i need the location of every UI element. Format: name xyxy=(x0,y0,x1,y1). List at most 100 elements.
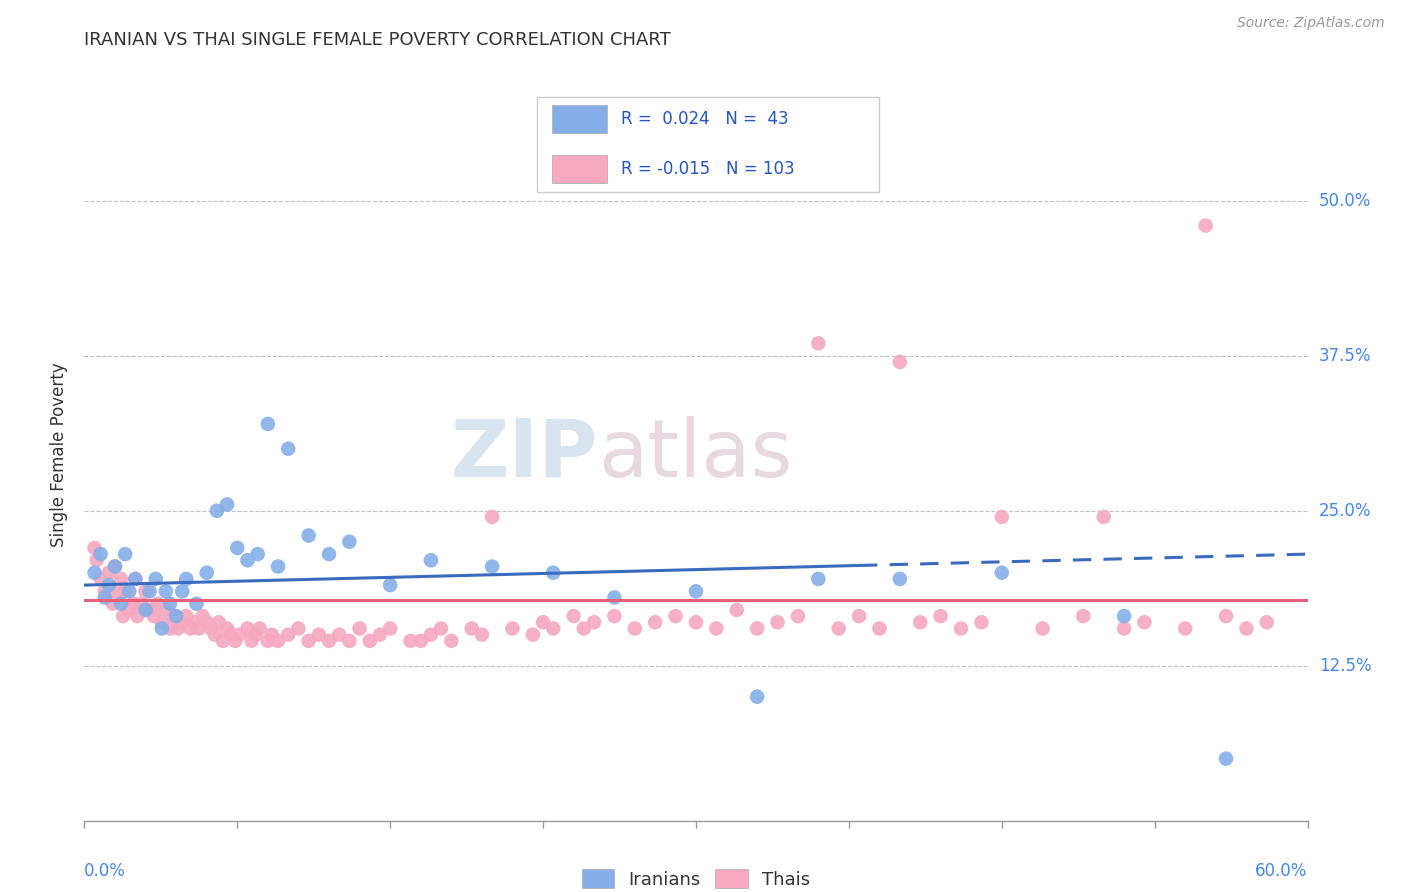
Point xyxy=(219,628,242,642)
Point xyxy=(603,609,626,624)
Point xyxy=(228,628,250,642)
Point xyxy=(277,628,299,642)
Point xyxy=(461,622,484,636)
Point xyxy=(124,572,146,586)
Point xyxy=(114,547,136,561)
Point xyxy=(380,622,402,636)
Point xyxy=(155,603,177,617)
Point xyxy=(114,584,136,599)
Point xyxy=(110,572,132,586)
Point xyxy=(208,615,231,630)
Text: 0.0%: 0.0% xyxy=(84,863,127,880)
Point xyxy=(93,584,115,599)
Point xyxy=(685,584,707,599)
Point xyxy=(195,566,218,580)
Point xyxy=(138,584,160,599)
Point xyxy=(359,633,381,648)
Point xyxy=(848,609,870,624)
Point xyxy=(135,603,157,617)
Point xyxy=(167,622,190,636)
Point xyxy=(236,553,259,567)
Point xyxy=(159,622,181,636)
Point xyxy=(339,534,360,549)
Point xyxy=(807,572,830,586)
Point xyxy=(787,609,810,624)
Point xyxy=(179,622,201,636)
Point xyxy=(90,547,112,561)
Text: R = -0.015   N = 103: R = -0.015 N = 103 xyxy=(621,160,794,178)
Text: 12.5%: 12.5% xyxy=(1319,657,1371,674)
Point xyxy=(481,559,503,574)
Point xyxy=(138,603,160,617)
Point xyxy=(267,633,290,648)
Point xyxy=(217,622,239,636)
Point xyxy=(205,504,228,518)
Point xyxy=(1133,615,1156,630)
Point xyxy=(1032,622,1054,636)
Point xyxy=(685,615,707,630)
Point xyxy=(664,609,686,624)
Point xyxy=(1195,219,1218,233)
FancyBboxPatch shape xyxy=(551,155,606,183)
Text: ZIP: ZIP xyxy=(451,416,598,494)
Point xyxy=(481,509,503,524)
Point xyxy=(287,622,309,636)
Point xyxy=(339,633,360,648)
Point xyxy=(624,622,647,636)
Point xyxy=(240,633,263,648)
Point xyxy=(257,417,280,431)
Point xyxy=(212,633,235,648)
Point xyxy=(471,628,494,642)
Text: 25.0%: 25.0% xyxy=(1319,501,1371,520)
Point xyxy=(399,633,422,648)
Point xyxy=(142,609,165,624)
Point xyxy=(991,509,1014,524)
Point xyxy=(174,609,197,624)
Point xyxy=(889,572,911,586)
Point xyxy=(704,622,728,636)
Point xyxy=(97,566,120,580)
Point xyxy=(1256,615,1278,630)
Text: 37.5%: 37.5% xyxy=(1319,347,1371,365)
Point xyxy=(155,584,177,599)
Point xyxy=(86,553,108,567)
Point xyxy=(224,633,246,648)
Point xyxy=(118,603,141,617)
Point xyxy=(163,609,186,624)
Point xyxy=(97,578,120,592)
Point xyxy=(747,690,769,704)
Point xyxy=(131,597,153,611)
Point xyxy=(204,628,226,642)
Point xyxy=(1114,622,1136,636)
Point xyxy=(380,578,402,592)
Point xyxy=(1215,752,1237,766)
Point xyxy=(172,615,194,630)
Point xyxy=(572,622,595,636)
Point xyxy=(725,603,748,617)
Point xyxy=(1071,609,1094,624)
Point xyxy=(908,615,931,630)
Point xyxy=(183,615,205,630)
Point xyxy=(827,622,849,636)
Point xyxy=(105,584,128,599)
Point xyxy=(807,336,830,351)
Text: R =  0.024   N =  43: R = 0.024 N = 43 xyxy=(621,111,789,128)
Point xyxy=(104,559,127,574)
Point xyxy=(93,591,115,605)
Point xyxy=(118,584,141,599)
Point xyxy=(145,572,167,586)
Point xyxy=(187,622,209,636)
Point xyxy=(1174,622,1197,636)
Point xyxy=(277,442,299,456)
Text: atlas: atlas xyxy=(598,416,793,494)
Y-axis label: Single Female Poverty: Single Female Poverty xyxy=(51,363,69,547)
Point xyxy=(122,597,145,611)
Point xyxy=(246,547,269,561)
Point xyxy=(368,628,391,642)
Point xyxy=(929,609,952,624)
Point xyxy=(522,628,544,642)
Point xyxy=(217,498,239,512)
Point xyxy=(245,628,267,642)
Point xyxy=(766,615,789,630)
Point xyxy=(200,622,222,636)
